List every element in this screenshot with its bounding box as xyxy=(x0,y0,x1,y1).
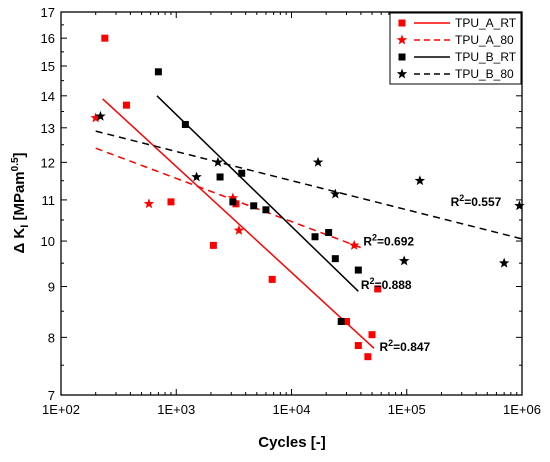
x-tick-label: 1E+02 xyxy=(42,402,80,417)
data-point-tpu-a-80 xyxy=(348,239,360,250)
data-point-tpu-a-80 xyxy=(90,112,101,123)
y-tick-label: 15 xyxy=(41,59,55,74)
x-axis-title: Cycles [-] xyxy=(258,434,326,451)
x-tick-label: 1E+05 xyxy=(388,402,426,417)
r-squared-label: R2=0.847 xyxy=(379,338,430,354)
r-squared-annotations: R2=0.557 R2=0.692 R2=0.888 R2=0.847 xyxy=(361,193,502,354)
y-axis-title: Δ KI [MPam0.5] xyxy=(10,152,31,253)
data-point-tpu-a-rt xyxy=(101,34,109,42)
legend-marker xyxy=(398,19,406,27)
data-point-tpu-a-rt xyxy=(167,198,175,206)
fit-line-tpu-b-80 xyxy=(95,130,523,240)
data-point-tpu-b-rt xyxy=(337,317,345,325)
x-tick-label: 1E+06 xyxy=(503,402,541,417)
axis-ticks: 1E+02 1E+03 1E+04 1E+05 1E+06 7 8 9 10 11 12 13 14 15… xyxy=(41,5,541,417)
data-point-tpu-a-rt xyxy=(342,317,350,325)
legend-label: TPU_B_RT xyxy=(455,50,517,64)
y-tick-label: 8 xyxy=(48,330,55,345)
data-point-tpu-a-80 xyxy=(143,198,155,209)
legend-marker xyxy=(396,34,408,45)
data-point-tpu-b-rt xyxy=(154,68,162,76)
legend-label: TPU_B_80 xyxy=(455,67,514,81)
r-squared-label: R2=0.888 xyxy=(361,276,412,292)
legend-label: TPU_A_80 xyxy=(455,33,514,47)
data-point-tpu-b-80 xyxy=(212,156,224,167)
data-point-tpu-b-rt xyxy=(311,233,319,241)
data-point-tpu-a-rt xyxy=(122,101,130,109)
data-point-tpu-b-80 xyxy=(191,171,202,182)
data-point-tpu-a-rt xyxy=(354,342,362,350)
data-point-tpu-b-80 xyxy=(414,175,426,186)
data-point-tpu-b-80 xyxy=(514,200,525,211)
data-point-tpu-a-rt xyxy=(364,353,372,361)
data-point-tpu-b-rt xyxy=(181,120,189,128)
data-point-tpu-b-rt xyxy=(331,255,339,263)
data-point-tpu-a-80 xyxy=(227,192,239,203)
data-point-tpu-b-80 xyxy=(498,257,510,268)
data-point-tpu-b-rt xyxy=(325,228,333,236)
r-squared-label: R2=0.557 xyxy=(451,193,502,209)
legend-marker xyxy=(398,53,406,61)
y-tick-label: 13 xyxy=(41,121,55,136)
legend-marker xyxy=(396,68,408,79)
r-squared-label: R2=0.692 xyxy=(363,232,414,248)
legend: TPU_A_RT TPU_A_80 TPU_B_RT TPU_B_80 xyxy=(389,12,522,85)
x-tick-label: 1E+03 xyxy=(157,402,195,417)
legend-label: TPU_A_RT xyxy=(455,16,517,30)
y-tick-label: 14 xyxy=(41,89,55,104)
data-point-tpu-b-80 xyxy=(398,255,410,266)
y-tick-label: 10 xyxy=(41,234,55,249)
fit-line-tpu-b-rt xyxy=(156,95,359,292)
data-point-tpu-a-rt xyxy=(374,285,382,293)
data-point-tpu-b-rt xyxy=(216,173,224,181)
fit-lines xyxy=(95,95,523,349)
y-tick-label: 11 xyxy=(42,193,56,208)
data-point-tpu-b-rt xyxy=(354,266,362,274)
y-tick-label: 9 xyxy=(48,280,55,295)
fit-line-tpu-a-rt xyxy=(102,98,375,349)
y-tick-label: 16 xyxy=(41,31,55,46)
data-point-tpu-b-rt xyxy=(238,169,246,177)
data-point-tpu-a-80 xyxy=(233,224,245,235)
data-point-tpu-b-rt xyxy=(250,202,258,210)
data-points xyxy=(90,34,525,361)
y-tick-label: 7 xyxy=(48,388,55,403)
data-point-tpu-a-rt xyxy=(368,331,376,339)
legend-box xyxy=(389,12,522,85)
data-point-tpu-b-rt xyxy=(229,198,237,206)
x-tick-label: 1E+04 xyxy=(273,402,311,417)
data-point-tpu-b-80 xyxy=(95,110,106,121)
y-tick-label: 12 xyxy=(41,155,55,170)
data-point-tpu-b-80 xyxy=(312,156,324,167)
data-point-tpu-b-rt xyxy=(262,206,270,214)
data-point-tpu-a-rt xyxy=(268,275,276,283)
data-point-tpu-b-80 xyxy=(330,188,341,199)
y-tick-label: 17 xyxy=(41,5,55,20)
data-point-tpu-a-rt xyxy=(209,241,217,249)
